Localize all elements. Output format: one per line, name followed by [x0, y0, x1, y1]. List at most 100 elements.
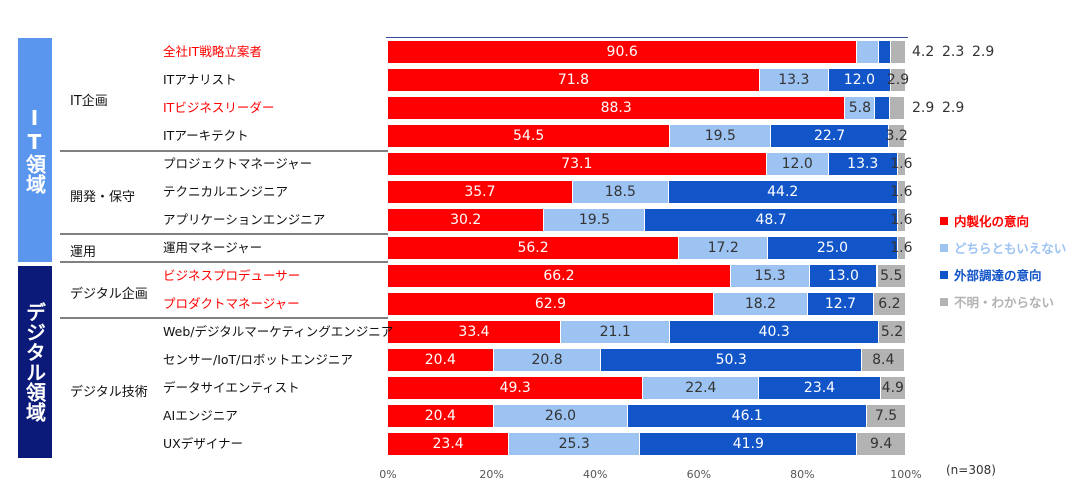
bar-segment	[388, 321, 560, 343]
bar-segment	[640, 433, 857, 455]
bar-segment	[388, 181, 572, 203]
data-label: 15.3	[754, 268, 786, 284]
data-label: 71.8	[557, 72, 590, 88]
data-label: 13.3	[778, 72, 810, 88]
row-label: プロジェクトマネージャー	[163, 156, 313, 171]
bar-segment	[877, 265, 905, 287]
bar-segment	[880, 377, 905, 399]
bar-segment	[890, 97, 905, 119]
group-label: デジタル技術	[70, 385, 148, 400]
legend-swatch	[940, 243, 948, 252]
bar-segment	[897, 209, 905, 231]
bar-segment	[713, 293, 808, 315]
bar-segment	[388, 209, 544, 231]
data-label: 20.8	[531, 352, 563, 368]
data-label: 9.4	[870, 436, 893, 452]
legend-label: 内製化の意向	[954, 214, 1030, 229]
data-label: 1.6	[890, 184, 913, 200]
data-label: 56.2	[517, 240, 549, 256]
group-divider	[60, 317, 388, 319]
legend-label: 不明・わからない	[954, 295, 1055, 310]
data-label: 30.2	[450, 212, 482, 228]
group-divider	[60, 261, 388, 263]
data-label: 88.3	[600, 100, 632, 116]
row-label: 全社IT戦略立案者	[163, 44, 262, 59]
bar-segment	[730, 265, 810, 287]
bar-segment	[828, 69, 890, 91]
bar-segment	[601, 349, 861, 371]
data-label: 3.2	[885, 128, 908, 144]
bar-segment	[828, 153, 897, 175]
domain-it: IT領域	[18, 38, 52, 262]
bar-segment	[509, 433, 640, 455]
bar-segment	[897, 237, 905, 259]
data-label: 22.4	[685, 380, 717, 396]
x-tick-label: 60%	[686, 468, 712, 481]
x-tick-label: 40%	[582, 468, 608, 481]
data-label: 48.7	[755, 212, 787, 228]
data-label: 44.2	[767, 184, 799, 200]
data-label: 49.3	[499, 380, 531, 396]
bar-segment	[668, 181, 897, 203]
bar-segment	[857, 41, 879, 63]
legend-item: 内製化の意向	[940, 211, 1029, 230]
bar-segment	[561, 321, 670, 343]
data-label: 23.4	[432, 436, 464, 452]
data-label: 20.4	[424, 408, 456, 424]
bar-segment	[628, 405, 867, 427]
data-label: 18.2	[744, 296, 777, 312]
data-label: 17.2	[707, 240, 739, 256]
bar-segment	[890, 41, 905, 63]
group-label: 運用	[70, 245, 97, 260]
bar-segment	[888, 125, 905, 147]
legend-item: 外部調達の意向	[940, 265, 1042, 284]
data-label: 13.3	[847, 156, 879, 172]
row-label: プロダクトマネージャー	[163, 296, 300, 311]
row-label: UXデザイナー	[163, 436, 243, 451]
domain-digital: デジタル領域	[18, 266, 52, 458]
bar-segment	[388, 405, 493, 427]
bar-segment	[645, 209, 897, 231]
data-label: 2.3	[942, 44, 965, 60]
bar-segment	[388, 433, 509, 455]
sample-size-note: (n=308)	[946, 463, 996, 477]
data-label: 40.3	[758, 324, 790, 340]
bar-segment	[879, 321, 905, 343]
bar-segment	[861, 349, 905, 371]
data-label: 26.0	[544, 408, 577, 424]
data-label: 12.0	[843, 72, 875, 88]
group-label: 開発・保守	[70, 190, 136, 205]
bar-segment	[493, 405, 628, 427]
row-label: ビジネスプロデューサー	[163, 268, 301, 283]
data-label: 33.4	[458, 324, 490, 340]
data-label: 1.6	[890, 156, 913, 172]
bar-segment	[808, 293, 873, 315]
row-label: アプリケーションエンジニア	[163, 212, 326, 227]
legend-swatch	[940, 216, 948, 225]
group-label: デジタル企画	[70, 287, 148, 302]
row-label: ITアナリスト	[163, 72, 237, 87]
data-label: 62.9	[534, 296, 566, 312]
data-label: 7.5	[874, 408, 898, 424]
bar-segment	[867, 405, 905, 427]
bar-segment	[810, 265, 877, 287]
data-label: 18.5	[604, 184, 636, 200]
bar-segment	[771, 125, 888, 147]
data-label: 66.2	[543, 268, 575, 284]
row-label: Web/デジタルマーケティングエンジニア	[163, 324, 394, 339]
group-divider	[60, 150, 388, 152]
data-label: 25.0	[816, 240, 849, 256]
bar-segment	[388, 69, 759, 91]
data-label: 1.6	[890, 212, 913, 228]
bar-segment	[670, 321, 879, 343]
bar-segment	[879, 41, 890, 63]
bar-segment	[670, 125, 771, 147]
bar-segment	[388, 153, 766, 175]
data-label: 35.7	[464, 184, 496, 200]
data-label: 73.1	[561, 156, 593, 172]
data-label: 25.3	[558, 436, 590, 452]
data-label: 54.5	[513, 128, 545, 144]
data-label: 2.9	[972, 44, 995, 60]
data-label: 2.9	[886, 72, 910, 88]
